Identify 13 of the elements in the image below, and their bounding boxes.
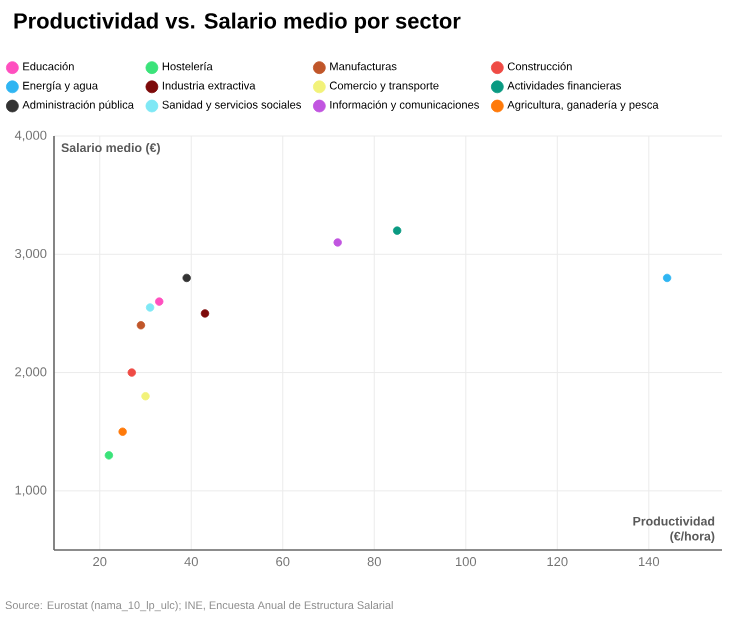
point xyxy=(141,392,150,401)
point xyxy=(392,226,402,235)
point xyxy=(200,309,210,318)
point xyxy=(136,321,146,330)
point xyxy=(118,427,127,436)
point xyxy=(155,297,164,306)
point xyxy=(127,368,136,377)
point xyxy=(182,273,191,283)
chart-title: Productividad vs. Salario medio por sector xyxy=(14,12,461,33)
point xyxy=(333,238,342,247)
point xyxy=(104,451,114,460)
point xyxy=(145,303,155,312)
point xyxy=(662,273,672,283)
